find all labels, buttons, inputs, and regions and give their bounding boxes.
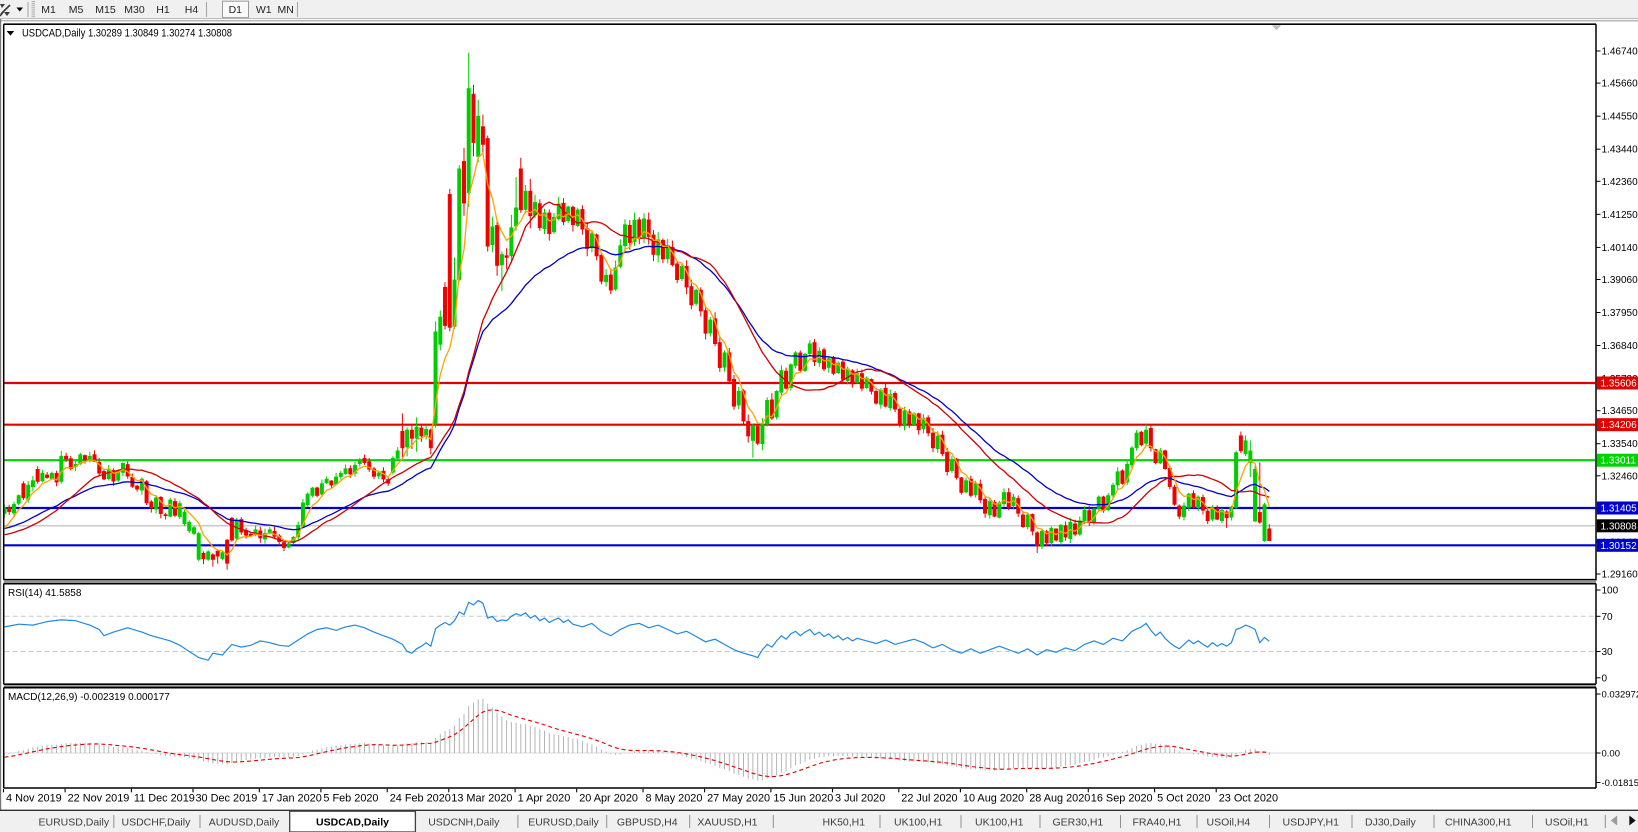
- svg-text:30 Dec 2019: 30 Dec 2019: [196, 793, 258, 805]
- svg-text:0.00: 0.00: [1602, 748, 1621, 759]
- svg-text:70: 70: [1602, 612, 1614, 623]
- svg-text:1.35606: 1.35606: [1601, 379, 1638, 390]
- svg-text:1.37950: 1.37950: [1602, 308, 1638, 319]
- svg-text:1.30152: 1.30152: [1601, 541, 1638, 552]
- svg-text:23 Oct 2020: 23 Oct 2020: [1219, 793, 1278, 805]
- svg-text:W1: W1: [256, 4, 272, 16]
- svg-text:1.33540: 1.33540: [1602, 439, 1638, 450]
- svg-text:EURUSD,Daily: EURUSD,Daily: [39, 817, 110, 829]
- svg-text:28 Aug 2020: 28 Aug 2020: [1029, 793, 1090, 805]
- svg-text:16 Sep 2020: 16 Sep 2020: [1091, 793, 1153, 805]
- svg-text:22 Jul 2020: 22 Jul 2020: [901, 793, 957, 805]
- svg-text:13 Mar 2020: 13 Mar 2020: [451, 793, 512, 805]
- svg-text:MN: MN: [278, 4, 294, 16]
- svg-text:USDCAD,Daily 1.30289 1.30849: USDCAD,Daily 1.30289 1.30849 1.30274 1.3…: [22, 27, 232, 39]
- svg-text:RSI(14) 41.5858: RSI(14) 41.5858: [8, 588, 82, 599]
- svg-text:HK50,H1: HK50,H1: [823, 817, 866, 829]
- svg-text:1.31405: 1.31405: [1601, 504, 1638, 515]
- svg-text:24 Feb 2020: 24 Feb 2020: [390, 793, 451, 805]
- svg-text:5 Oct 2020: 5 Oct 2020: [1157, 793, 1210, 805]
- svg-text:M30: M30: [124, 4, 145, 16]
- svg-text:17 Jan 2020: 17 Jan 2020: [262, 793, 322, 805]
- svg-text:UK100,H1: UK100,H1: [894, 817, 943, 829]
- svg-text:1.42360: 1.42360: [1602, 177, 1638, 188]
- svg-text:M1: M1: [41, 4, 56, 16]
- svg-text:5 Feb 2020: 5 Feb 2020: [323, 793, 378, 805]
- svg-text:H1: H1: [156, 4, 170, 16]
- svg-text:GER30,H1: GER30,H1: [1053, 817, 1104, 829]
- svg-text:USDCNH,Daily: USDCNH,Daily: [428, 817, 500, 829]
- svg-text:FRA40,H1: FRA40,H1: [1133, 817, 1182, 829]
- svg-text:1.36840: 1.36840: [1602, 341, 1638, 352]
- svg-text:20 Apr 2020: 20 Apr 2020: [579, 793, 638, 805]
- svg-text:8 May 2020: 8 May 2020: [646, 793, 703, 805]
- svg-text:100: 100: [1602, 586, 1619, 597]
- svg-text:AUDUSD,Daily: AUDUSD,Daily: [209, 817, 280, 829]
- svg-text:10 Aug 2020: 10 Aug 2020: [963, 793, 1024, 805]
- svg-text:USDJPY,H1: USDJPY,H1: [1283, 817, 1340, 829]
- svg-text:UK100,H1: UK100,H1: [975, 817, 1024, 829]
- svg-text:11 Dec 2019: 11 Dec 2019: [134, 793, 195, 805]
- svg-text:EURUSD,Daily: EURUSD,Daily: [528, 817, 599, 829]
- svg-text:1.34650: 1.34650: [1602, 406, 1638, 417]
- svg-text:1.45660: 1.45660: [1602, 79, 1638, 90]
- svg-text:1.41250: 1.41250: [1602, 210, 1638, 221]
- svg-text:1.34206: 1.34206: [1601, 420, 1638, 431]
- svg-text:DJ30,Daily: DJ30,Daily: [1365, 817, 1417, 829]
- svg-text:GBPUSD,H4: GBPUSD,H4: [617, 817, 678, 829]
- svg-text:3 Jul 2020: 3 Jul 2020: [835, 793, 885, 805]
- svg-text:15 Jun 2020: 15 Jun 2020: [773, 793, 833, 805]
- svg-text:27 May 2020: 27 May 2020: [707, 793, 770, 805]
- svg-text:1.33011: 1.33011: [1601, 456, 1637, 467]
- svg-text:MACD(12,26,9) -0.002319 0.0001: MACD(12,26,9) -0.002319 0.000177: [8, 692, 170, 703]
- svg-text:1 Apr 2020: 1 Apr 2020: [518, 793, 571, 805]
- svg-text:CHINA300,H1: CHINA300,H1: [1445, 817, 1512, 829]
- svg-text:30: 30: [1602, 647, 1614, 658]
- svg-text:0.032972: 0.032972: [1602, 689, 1638, 700]
- svg-text:1.39060: 1.39060: [1602, 275, 1638, 286]
- svg-text:USDCAD,Daily: USDCAD,Daily: [316, 817, 389, 829]
- svg-text:USDCHF,Daily: USDCHF,Daily: [122, 817, 192, 829]
- svg-text:0: 0: [1602, 673, 1608, 684]
- svg-text:22 Nov 2019: 22 Nov 2019: [68, 793, 130, 805]
- svg-text:1.44550: 1.44550: [1602, 112, 1638, 123]
- svg-text:1.46740: 1.46740: [1602, 47, 1638, 58]
- svg-text:1.43440: 1.43440: [1602, 145, 1638, 156]
- svg-text:1.40140: 1.40140: [1602, 243, 1638, 254]
- svg-text:4 Nov 2019: 4 Nov 2019: [6, 793, 62, 805]
- svg-text:USOil,H1: USOil,H1: [1545, 817, 1589, 829]
- svg-text:1.30808: 1.30808: [1601, 521, 1638, 532]
- svg-text:1.32460: 1.32460: [1602, 471, 1638, 482]
- svg-text:M15: M15: [95, 4, 116, 16]
- svg-text:D1: D1: [229, 4, 243, 16]
- svg-text:M5: M5: [69, 4, 84, 16]
- svg-text:XAUUSD,H1: XAUUSD,H1: [697, 817, 757, 829]
- svg-text:1.29160: 1.29160: [1602, 570, 1638, 581]
- svg-text:USOil,H4: USOil,H4: [1207, 817, 1251, 829]
- svg-text:H4: H4: [185, 4, 199, 16]
